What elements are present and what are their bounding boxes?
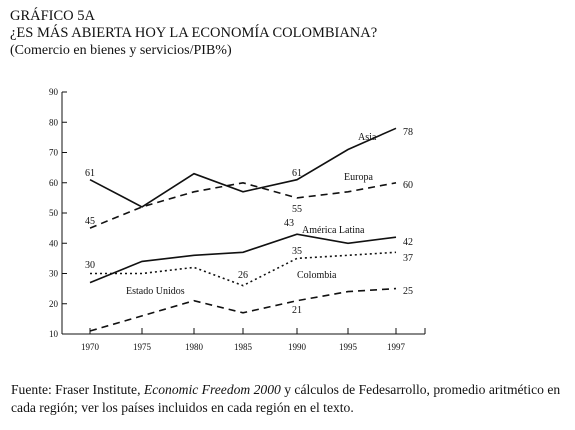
y-tick-label: 70	[49, 148, 59, 158]
data-label: 25	[403, 286, 413, 297]
y-tick-label: 10	[49, 329, 59, 339]
figure-number: GRÁFICO 5A	[10, 8, 95, 24]
series-line-america-latina	[89, 233, 397, 284]
series-label-colombia: Colombia	[297, 270, 337, 281]
data-label: 60	[403, 180, 413, 191]
y-tick-label: 90	[49, 87, 59, 97]
series-label-europa: Europa	[344, 172, 373, 183]
chart-labels: Asia Europa América Latina Colombia Estado U…	[85, 127, 413, 316]
source-rest: y cálculos de Fedesarrollo, promedio ari…	[11, 382, 561, 415]
data-label: 61	[85, 168, 95, 179]
x-tick-label: 1995	[339, 342, 358, 352]
series-line-colombia	[90, 251, 397, 287]
x-tick-label: 1990	[288, 342, 307, 352]
data-label: 61	[292, 168, 302, 179]
data-label: 21	[292, 305, 302, 316]
x-tick-label: 1997	[387, 342, 406, 352]
chart-subtitle: (Comercio en bienes y servicios/PIB%)	[10, 43, 232, 58]
source-prefix: Fuente: Fraser Institute,	[11, 382, 141, 397]
y-tick-label: 40	[49, 238, 59, 248]
series-line-europa	[89, 181, 397, 229]
data-label: 30	[85, 260, 95, 271]
x-tick-label: 1980	[185, 342, 204, 352]
x-tick-label: 1970	[81, 342, 100, 352]
data-label: 43	[284, 218, 294, 229]
data-label: 42	[403, 237, 413, 248]
source-publication: Economic Freedom 2000	[143, 382, 281, 397]
data-label: 45	[85, 216, 95, 227]
y-tick-label: 50	[49, 208, 59, 218]
chart-series	[89, 127, 397, 332]
data-label: 26	[238, 270, 248, 281]
series-line-asia	[89, 127, 397, 208]
data-label: 35	[292, 246, 302, 257]
source-note: Fuente: Fraser Institute, Economic Freed…	[11, 381, 571, 417]
data-label: 55	[292, 204, 302, 215]
series-label-asia: Asia	[358, 132, 377, 143]
data-label: 37	[403, 253, 413, 264]
y-tick-label: 60	[49, 178, 59, 188]
y-tick-label: 30	[49, 269, 59, 279]
y-tick-label: 20	[49, 299, 59, 309]
chart-title: ¿ES MÁS ABIERTA HOY LA ECONOMÍA COLOMBIA…	[10, 25, 378, 41]
series-label-estado-unidos: Estado Unidos	[126, 286, 185, 297]
y-tick-label: 80	[49, 117, 59, 127]
x-tick-label: 1985	[234, 342, 253, 352]
series-label-america-latina: América Latina	[302, 225, 365, 236]
series-line-estado-unidos	[89, 287, 397, 332]
chart-axes: 10 20 30 40 50 60 70 80 90 1970 1975 1980 1985 1990 19…	[49, 87, 426, 352]
data-label: 78	[403, 127, 413, 138]
chart-header: GRÁFICO 5A ¿ES MÁS ABIERTA HOY LA ECONOM…	[10, 8, 377, 59]
line-chart: 10 20 30 40 50 60 70 80 90 1970 1975 1980 1985 1990 19…	[49, 87, 426, 352]
x-tick-label: 1975	[133, 342, 152, 352]
